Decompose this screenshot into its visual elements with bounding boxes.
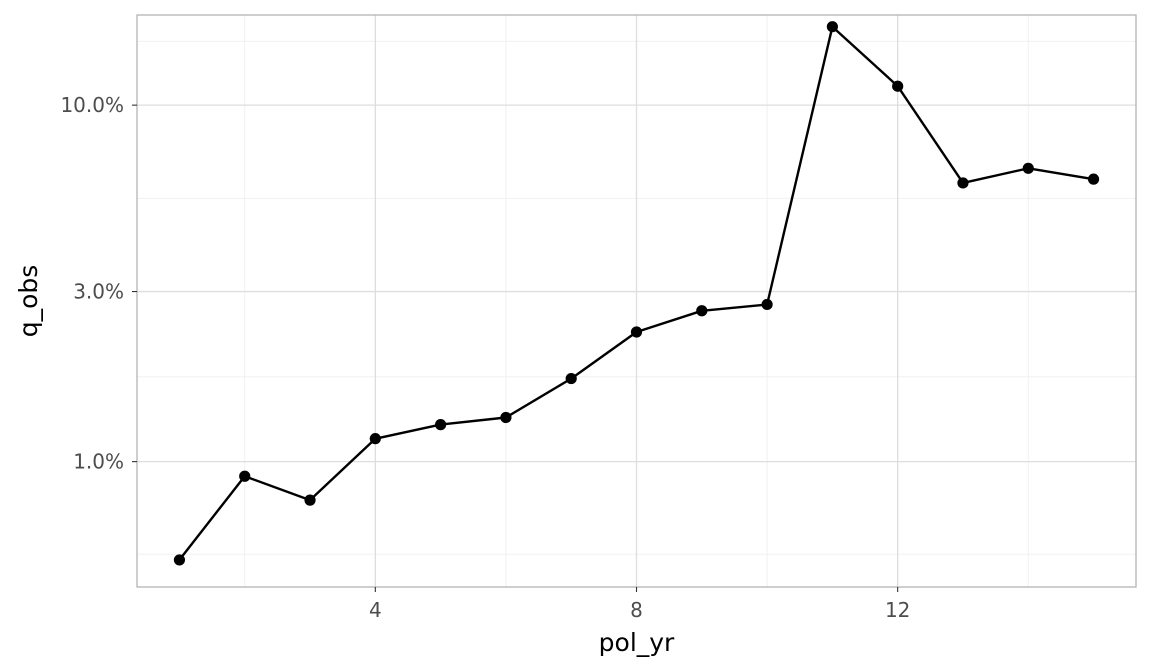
x-axis: 4 8 12 xyxy=(369,587,910,622)
data-point xyxy=(696,305,708,317)
data-point xyxy=(1087,173,1100,185)
data-point xyxy=(565,372,577,385)
series-layer xyxy=(173,21,1100,566)
data-point xyxy=(957,177,969,189)
y-tick-label: 1.0% xyxy=(73,450,124,474)
data-point xyxy=(239,470,251,482)
major-gridlines xyxy=(137,15,1136,587)
data-point xyxy=(369,433,381,445)
x-axis-title: pol_yr xyxy=(599,628,675,657)
y-tick-label: 10.0% xyxy=(60,93,124,117)
data-point xyxy=(761,298,773,311)
data-point xyxy=(1022,162,1034,174)
data-point xyxy=(173,554,186,566)
data-point xyxy=(435,419,447,431)
y-axis: 1.0% 3.0% 10.0% xyxy=(60,93,137,474)
x-tick-label: 12 xyxy=(885,598,910,622)
data-point xyxy=(826,21,838,33)
data-point xyxy=(892,80,904,92)
y-tick-label: 3.0% xyxy=(73,280,124,304)
data-point xyxy=(500,411,512,424)
x-tick-label: 4 xyxy=(369,598,382,622)
data-point xyxy=(304,494,316,506)
data-point xyxy=(630,326,643,338)
x-tick-label: 8 xyxy=(630,598,643,622)
y-axis-title: q_obs xyxy=(14,265,43,338)
